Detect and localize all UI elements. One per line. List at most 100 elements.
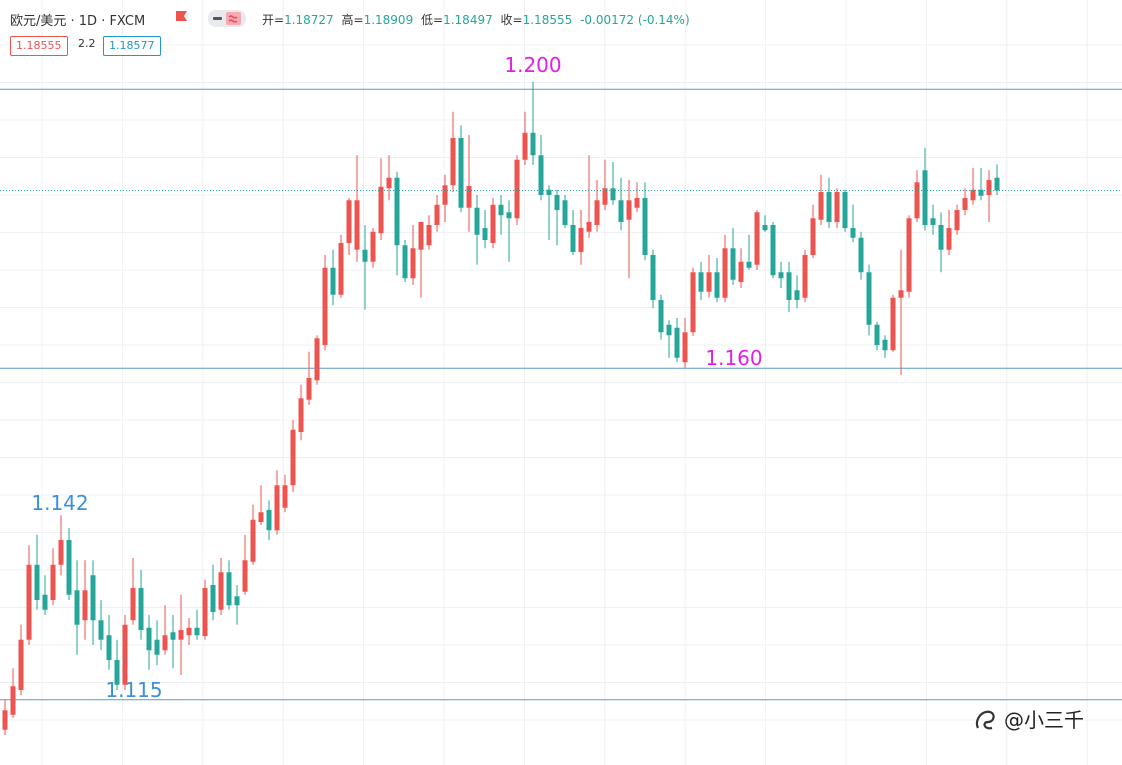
- candle-body: [218, 572, 224, 610]
- watermark-icon: [975, 710, 995, 730]
- flag-icon[interactable]: [176, 11, 187, 21]
- candle-body: [226, 572, 232, 606]
- candle-body: [410, 248, 416, 279]
- candle-body: [362, 249, 368, 262]
- price-annotation: 1.160: [705, 346, 762, 370]
- candle-body: [762, 225, 768, 231]
- candle-body: [274, 485, 280, 531]
- candle-body: [378, 186, 384, 234]
- candle-body: [850, 228, 856, 238]
- candle-body: [234, 596, 240, 606]
- candle-body: [578, 228, 584, 252]
- candle-body: [714, 272, 720, 298]
- high-value: 1.18909: [363, 13, 414, 27]
- candle-body: [2, 710, 8, 730]
- candle-body: [770, 225, 776, 276]
- candle-body: [10, 686, 16, 715]
- ask-price[interactable]: 1.18577: [103, 36, 161, 56]
- candle-body: [466, 186, 472, 208]
- candle-body: [722, 248, 728, 298]
- candle-body: [402, 245, 408, 279]
- candle-body: [66, 540, 72, 595]
- candle-body: [650, 255, 656, 300]
- candle-body: [314, 338, 320, 381]
- candle-body: [266, 510, 272, 531]
- candle-body: [778, 272, 784, 279]
- candle-body: [802, 255, 808, 298]
- candle-body: [450, 138, 456, 186]
- candle-body: [810, 218, 816, 255]
- candle-body: [730, 248, 736, 280]
- candle-body: [242, 560, 248, 592]
- candle-body: [994, 177, 1000, 191]
- candle-body: [562, 200, 568, 225]
- candle-body: [522, 132, 528, 160]
- candle-body: [970, 189, 976, 201]
- candle-body: [674, 327, 680, 358]
- candle-body: [986, 180, 992, 195]
- candle-body: [554, 195, 560, 210]
- candle-body: [938, 225, 944, 250]
- candle-body: [90, 575, 96, 621]
- ohlc-info: 开=1.18727 高=1.18909 低=1.18497 收=1.18555 …: [262, 11, 690, 28]
- candle-body: [50, 564, 56, 600]
- candle-body: [594, 200, 600, 225]
- change: -0.00172 (-0.14%): [580, 13, 690, 27]
- candle-body: [178, 630, 184, 640]
- candle-body: [194, 627, 200, 636]
- candle-body: [866, 272, 872, 325]
- candle-body: [642, 198, 648, 255]
- candle-body: [506, 212, 512, 219]
- candle-body: [18, 639, 24, 690]
- candle-body: [74, 590, 80, 625]
- candle-body: [42, 594, 48, 610]
- candle-body: [794, 290, 800, 300]
- candle-body: [818, 192, 824, 220]
- open-value: 1.18727: [284, 13, 334, 27]
- price-annotation: 1.142: [31, 491, 88, 515]
- candle-body: [514, 159, 520, 219]
- candle-body: [954, 210, 960, 231]
- low-value: 1.18497: [443, 13, 493, 27]
- bid-price[interactable]: 1.18555: [10, 36, 68, 56]
- candle-body: [370, 231, 376, 262]
- candle-body: [154, 639, 160, 655]
- candle-body: [890, 297, 896, 351]
- candle-body: [82, 590, 88, 621]
- candle-body: [842, 192, 848, 228]
- open-label: 开=: [262, 13, 285, 27]
- minus-icon: [213, 17, 222, 20]
- high-label: 高=: [341, 13, 364, 27]
- candle-body: [914, 182, 920, 219]
- candle-body: [258, 512, 264, 522]
- candle-body: [434, 204, 440, 225]
- candle-body: [898, 290, 904, 298]
- candle-body: [922, 170, 928, 225]
- candle-body: [386, 177, 392, 189]
- candle-body: [58, 540, 64, 565]
- candle-body: [626, 200, 632, 220]
- candle-body: [490, 204, 496, 243]
- candle-body: [170, 632, 176, 640]
- candle-body: [394, 177, 400, 246]
- candle-body: [706, 272, 712, 292]
- approx-box: [226, 12, 241, 25]
- candle-body: [946, 228, 952, 250]
- candle-body: [202, 588, 208, 636]
- candle-body: [418, 222, 424, 250]
- candle-body: [34, 564, 40, 600]
- candle-body: [458, 138, 464, 208]
- candle-body: [690, 272, 696, 333]
- symbol-title[interactable]: 欧元/美元 · 1D · FXCM: [10, 14, 146, 29]
- candle-body: [610, 188, 616, 201]
- candle-body: [98, 620, 104, 640]
- candle-body: [138, 588, 144, 630]
- candle-body: [602, 188, 608, 205]
- header-icons: [176, 10, 246, 27]
- candle-body: [530, 132, 536, 156]
- candle-body: [130, 588, 136, 621]
- candle-body: [162, 635, 168, 651]
- candle-body: [682, 332, 688, 363]
- close-value: 1.18555: [522, 13, 573, 27]
